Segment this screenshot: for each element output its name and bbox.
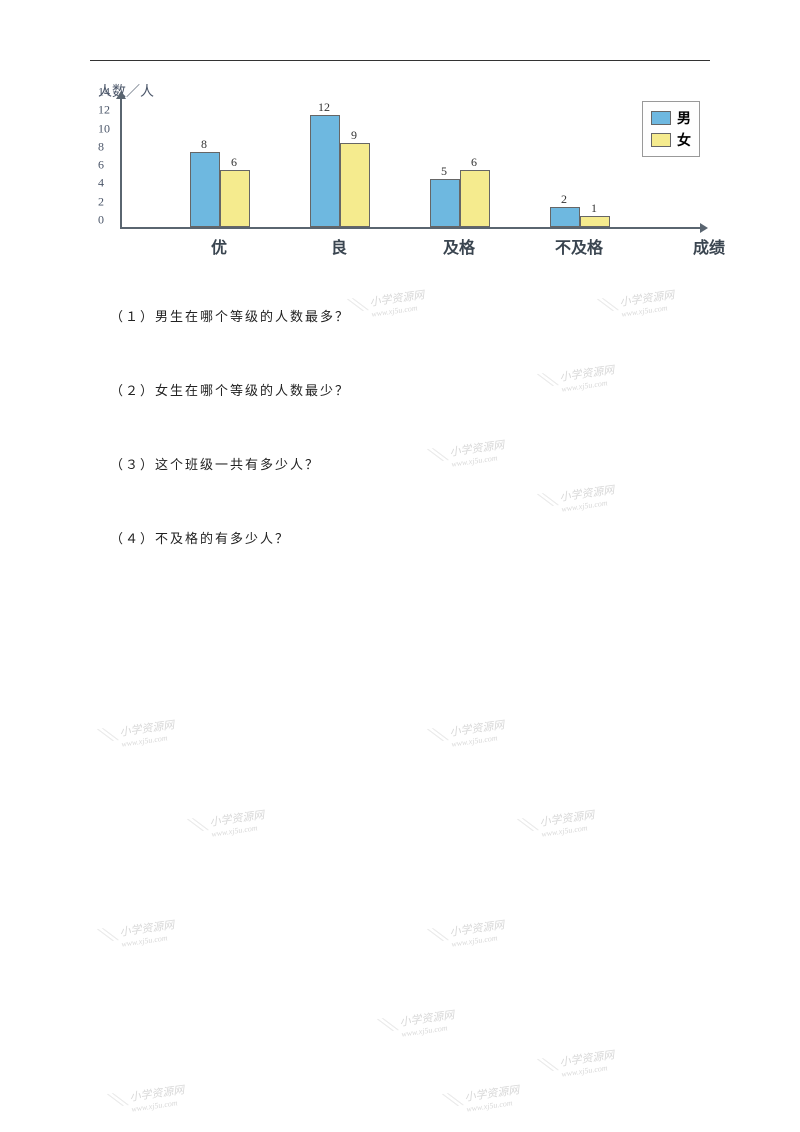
watermark: 小学资源网www.xj5u.com: [539, 806, 597, 838]
watermark: 小学资源网www.xj5u.com: [449, 716, 507, 748]
question-2: （２）女生在哪个等级的人数最少？: [110, 380, 710, 399]
x-axis-title: 成绩: [693, 234, 725, 258]
plot-area: 02468101214 861295621 优良及格不及格 成绩: [120, 99, 700, 229]
bar-value-label: 5: [441, 164, 447, 179]
legend-label-female: 女: [677, 130, 691, 150]
bar: [340, 143, 370, 227]
bar: [580, 216, 610, 227]
bar: [460, 170, 490, 227]
y-tick: 14: [98, 85, 110, 100]
bar-chart: 人数／人 02468101214 861295621 优良及格不及格 成绩 男 …: [90, 81, 710, 251]
bar-value-label: 2: [561, 192, 567, 207]
bar: [220, 170, 250, 227]
bar-value-label: 6: [231, 155, 237, 170]
watermark: 小学资源网www.xj5u.com: [399, 1006, 457, 1038]
x-tick: 及格: [443, 234, 475, 258]
bar: [310, 115, 340, 227]
bar-value-label: 12: [318, 100, 330, 115]
watermark: 小学资源网www.xj5u.com: [129, 1081, 187, 1113]
watermark: 小学资源网www.xj5u.com: [559, 1046, 617, 1078]
y-axis-line: [120, 99, 122, 229]
x-tick: 良: [331, 234, 347, 258]
question-3: （３）这个班级一共有多少人？: [110, 454, 710, 473]
watermark: 小学资源网www.xj5u.com: [449, 916, 507, 948]
x-axis-arrow-icon: [700, 223, 708, 233]
bar: [190, 152, 220, 227]
watermark: 小学资源网www.xj5u.com: [119, 716, 177, 748]
bar-value-label: 9: [351, 128, 357, 143]
chart-legend: 男 女: [642, 101, 700, 157]
watermark: 小学资源网www.xj5u.com: [209, 806, 267, 838]
top-horizontal-rule: [90, 60, 710, 61]
bar: [550, 207, 580, 227]
legend-item-male: 男: [651, 108, 691, 128]
y-tick: 10: [98, 121, 110, 136]
y-tick: 6: [98, 158, 104, 173]
legend-item-female: 女: [651, 130, 691, 150]
bar-value-label: 1: [591, 201, 597, 216]
y-tick: 8: [98, 139, 104, 154]
question-4: （４）不及格的有多少人？: [110, 528, 710, 547]
y-tick: 12: [98, 103, 110, 118]
y-tick: 0: [98, 213, 104, 228]
question-1: （１）男生在哪个等级的人数最多？: [110, 306, 710, 325]
watermark: 小学资源网www.xj5u.com: [464, 1081, 522, 1113]
legend-label-male: 男: [677, 108, 691, 128]
y-tick: 4: [98, 176, 104, 191]
y-axis-arrow-icon: [116, 91, 126, 99]
y-tick: 2: [98, 194, 104, 209]
bar: [430, 179, 460, 227]
legend-swatch-male: [651, 111, 671, 125]
watermark: 小学资源网www.xj5u.com: [119, 916, 177, 948]
bar-value-label: 6: [471, 155, 477, 170]
x-tick: 优: [211, 234, 227, 258]
legend-swatch-female: [651, 133, 671, 147]
x-tick: 不及格: [555, 234, 603, 258]
bar-value-label: 8: [201, 137, 207, 152]
x-axis-line: [120, 227, 700, 229]
